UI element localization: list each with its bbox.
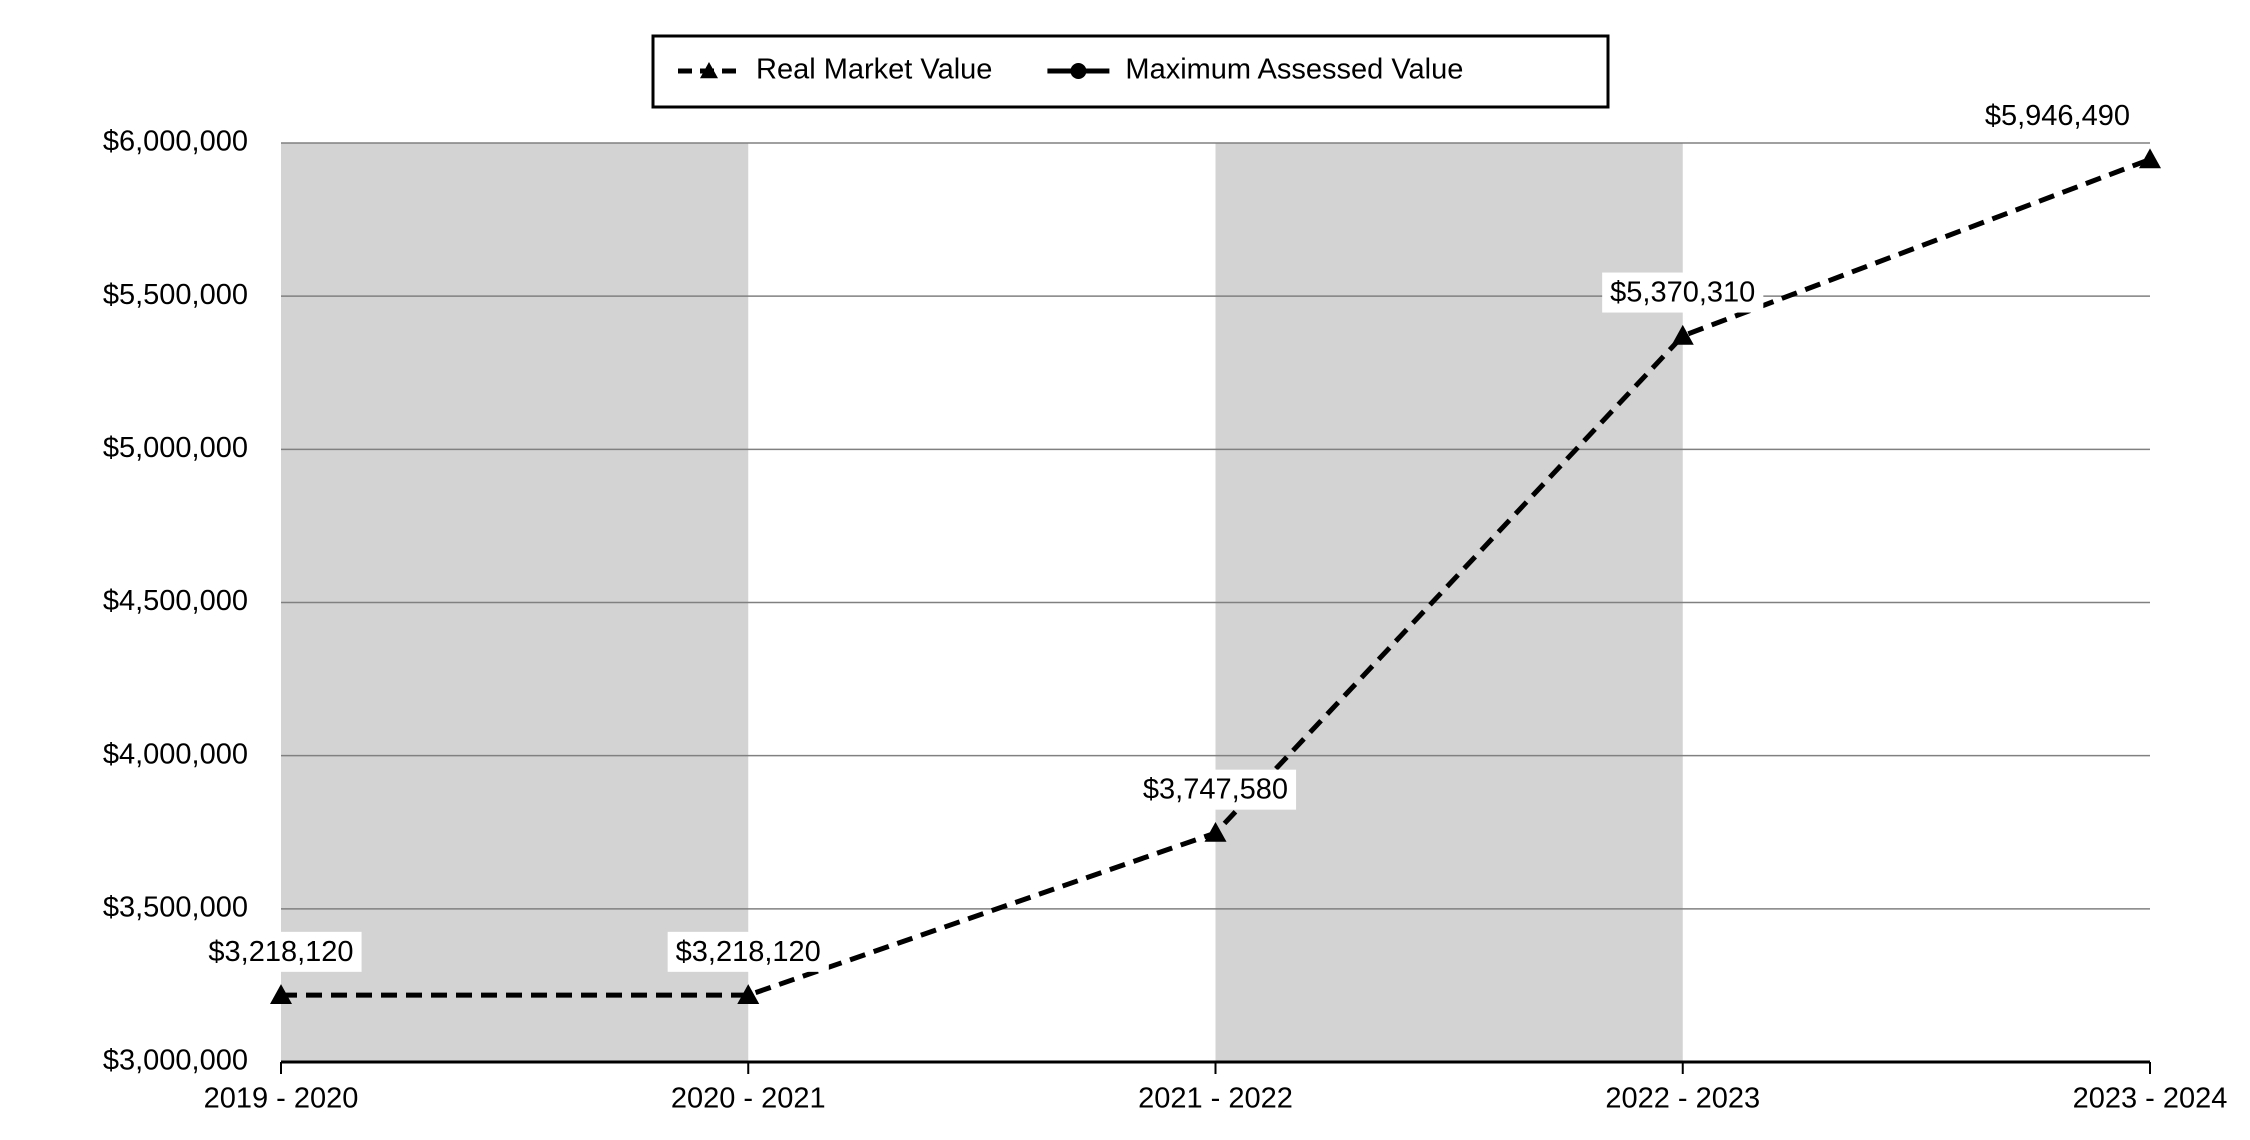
y-tick-label: $4,000,000 [103, 738, 248, 770]
value-label-group: $3,747,580 [1134, 769, 1297, 810]
marker [2139, 148, 2161, 169]
value-label: $3,218,120 [676, 936, 821, 968]
value-label-bg [200, 931, 362, 972]
y-tick-label: $6,000,000 [103, 126, 248, 158]
legend-label: Real Market Value [756, 54, 992, 86]
x-tick-label: 2020 - 2021 [671, 1083, 826, 1115]
legend: Real Market Value Maximum Assessed Value [651, 34, 1610, 109]
value-label: $5,946,490 [1985, 100, 2130, 132]
x-tick-label: 2021 - 2022 [1138, 1083, 1293, 1115]
value-label-bg [1134, 769, 1297, 810]
marker [270, 984, 292, 1004]
legend-box [651, 34, 1610, 109]
value-label-bg [667, 931, 829, 972]
legend-marker [700, 62, 718, 79]
value-label-group: $5,946,490 [1976, 96, 2138, 137]
marker [737, 984, 760, 1004]
y-tick-label: $5,500,000 [103, 279, 248, 311]
x-tick-label: 2019 - 2020 [204, 1083, 359, 1115]
value-label: $3,218,120 [208, 936, 353, 968]
value-label: $5,370,310 [1610, 277, 1755, 309]
value-label: $3,747,580 [1143, 774, 1288, 806]
x-tick-label: 2022 - 2023 [1605, 1083, 1760, 1115]
y-tick-label: $5,000,000 [103, 432, 248, 464]
x-tick-label: 2023 - 2024 [2073, 1083, 2228, 1115]
marker [1671, 324, 1694, 345]
y-tick-label: $3,500,000 [103, 891, 248, 923]
legend-label: Maximum Assessed Value [1125, 54, 1463, 86]
marker [1204, 821, 1227, 842]
value-label-group: $5,370,310 [1602, 272, 1764, 313]
value-label-bg [1602, 272, 1764, 313]
y-tick-label: $4,500,000 [103, 585, 248, 617]
value-label-group: $3,218,120 [200, 931, 362, 972]
value-label-group: $3,218,120 [667, 931, 829, 972]
value-label-bg [1976, 96, 2138, 137]
y-tick-label: $3,000,000 [103, 1045, 248, 1077]
legend-marker [1070, 63, 1087, 79]
